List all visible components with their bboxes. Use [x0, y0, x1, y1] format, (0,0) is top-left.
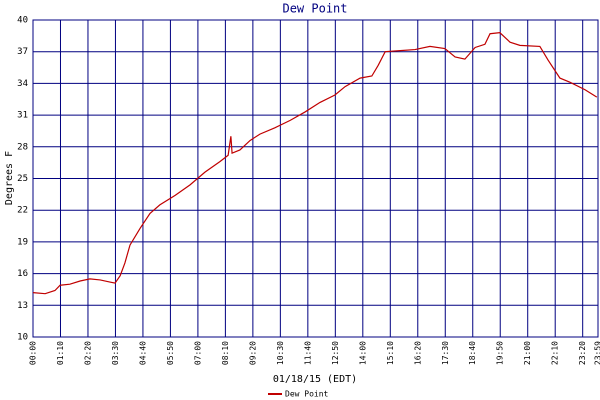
- x-tick-label: 14:00: [358, 341, 367, 365]
- x-tick-label: 05:50: [166, 341, 175, 365]
- data-line: [32, 32, 598, 295]
- x-axis-label: 01/18/15 (EDT): [273, 374, 357, 385]
- y-tick-label: 34: [17, 79, 28, 89]
- y-tick-label: 28: [17, 142, 28, 152]
- y-tick-label: 16: [17, 269, 28, 279]
- x-tick-label: 19:50: [496, 341, 505, 365]
- x-tick-label: 22:10: [551, 341, 560, 365]
- x-tick-label: 17:30: [441, 341, 450, 365]
- x-tick-label: 03:30: [111, 341, 120, 365]
- y-tick-label: 22: [17, 206, 28, 216]
- y-tick-label: 19: [17, 237, 28, 247]
- y-tick-label: 25: [17, 174, 28, 184]
- y-tick-label: 31: [17, 111, 28, 121]
- chart-title: Dew Point: [282, 2, 347, 16]
- x-tick-label: 04:40: [138, 341, 147, 365]
- y-tick-label: 37: [17, 47, 28, 57]
- x-tick-label: 12:50: [331, 341, 340, 365]
- y-tick-label: 13: [17, 301, 28, 311]
- x-tick-label: 15:10: [386, 341, 395, 365]
- x-tick-label: 09:20: [248, 341, 257, 365]
- x-tick-label: 01:10: [56, 341, 65, 365]
- y-tick-label: 10: [17, 333, 28, 343]
- x-tick-label: 18:40: [468, 341, 477, 365]
- x-tick-label: 07:00: [193, 341, 202, 365]
- y-tick-label: 40: [17, 16, 28, 26]
- x-tick-label: 08:10: [221, 341, 230, 365]
- x-tick-label: 23:59: [594, 341, 600, 365]
- x-tick-label: 23:20: [578, 341, 587, 365]
- x-tick-label: 02:20: [83, 341, 92, 365]
- plot-frame: [32, 19, 599, 338]
- legend-label: Dew Point: [285, 390, 329, 399]
- x-tick-label: 00:00: [29, 341, 38, 365]
- x-tick-label: 10:30: [276, 341, 285, 365]
- x-tick-label: 21:00: [523, 341, 532, 365]
- y-axis-label: Degrees F: [4, 151, 15, 205]
- x-tick-label: 16:20: [413, 341, 422, 365]
- x-tick-label: 11:40: [303, 341, 312, 365]
